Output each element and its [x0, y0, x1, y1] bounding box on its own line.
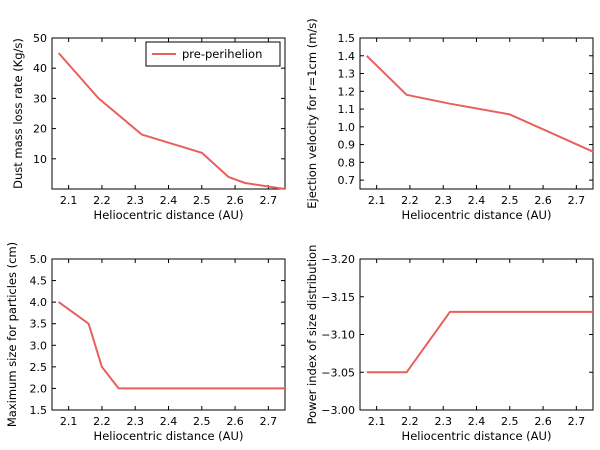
legend: pre-perihelion	[145, 41, 281, 67]
y-axis-label: Dust mass loss rate (Kg/s)	[11, 38, 25, 189]
y-tick-label: 20	[33, 123, 47, 136]
x-tick-label: 2.3	[434, 194, 452, 207]
y-tick-label: 1.5	[30, 404, 48, 417]
chart-panel-top-right: 2.1 2.2 2.3 2.4 2.5 2.6 2.7 0.7 0.8 0.9 1.0 1.1 1.2 1…	[305, 18, 594, 222]
y-tick-label: 4.0	[30, 296, 48, 309]
chart-panel-top-left: 2.1 2.2 2.3 2.4 2.5 2.6 2.7 10 20 30 40 50 Heliocent…	[11, 32, 286, 222]
y-tick-label: 4.5	[30, 275, 48, 288]
x-tick-label: 2.4	[160, 194, 178, 207]
x-axis-label: Heliocentric distance (AU)	[402, 208, 552, 222]
y-tick-label: 1.1	[338, 103, 356, 116]
y-tick-label: 3.5	[30, 318, 48, 331]
x-tick-label: 2.2	[401, 415, 419, 428]
x-axis-label: Heliocentric distance (AU)	[94, 429, 244, 443]
x-tick-label: 2.4	[160, 415, 178, 428]
y-tick-label: 1.2	[338, 85, 356, 98]
y-tick-label: 1.4	[338, 50, 356, 63]
series-line-pre-perihelion	[57, 52, 286, 190]
x-axis-label: Heliocentric distance (AU)	[94, 208, 244, 222]
y-tick-label: 2.0	[30, 382, 48, 395]
legend-label: pre-perihelion	[182, 47, 262, 61]
x-tick-label: 2.4	[468, 194, 486, 207]
x-tick-label: 2.1	[60, 415, 78, 428]
x-tick-label: 2.4	[468, 415, 486, 428]
x-tick-label: 2.6	[226, 415, 244, 428]
x-tick-label: 2.5	[193, 415, 211, 428]
y-tick-label: −3.05	[321, 366, 355, 379]
x-tick-label: 2.6	[534, 194, 552, 207]
plot-frame	[359, 258, 594, 411]
y-tick-label: 10	[33, 153, 47, 166]
x-tick-label: 2.7	[568, 415, 586, 428]
plot-frame	[51, 258, 286, 411]
series-line-pre-perihelion	[366, 55, 594, 153]
x-tick-label: 2.7	[260, 415, 278, 428]
x-tick-label: 2.7	[260, 194, 278, 207]
y-tick-label: −3.15	[321, 291, 355, 304]
plot-frame	[359, 37, 594, 190]
x-tick-label: 2.7	[568, 194, 586, 207]
y-tick-label: 1.0	[338, 121, 356, 134]
x-tick-label: 2.3	[126, 194, 144, 207]
x-axis-label: Heliocentric distance (AU)	[402, 429, 552, 443]
y-axis-label: Maximum size for particles (cm)	[5, 242, 19, 427]
x-tick-label: 2.5	[501, 194, 519, 207]
y-axis-label: Ejection velocity for r=1cm (m/s)	[305, 18, 319, 209]
chart-panel-bottom-right: 2.1 2.2 2.3 2.4 2.5 2.6 2.7 −3.20 −3.15 −3.10 −3.0…	[305, 245, 594, 443]
x-tick-label: 2.6	[226, 194, 244, 207]
series-line-pre-perihelion	[58, 301, 285, 390]
x-tick-label: 2.3	[126, 415, 144, 428]
y-tick-label: −3.10	[321, 329, 355, 342]
y-tick-label: −3.20	[321, 253, 355, 266]
y-tick-label: 3.0	[30, 339, 48, 352]
y-tick-label: 5.0	[30, 253, 48, 266]
y-tick-label: 0.8	[338, 156, 356, 169]
chart-panel-bottom-left: 2.1 2.2 2.3 2.4 2.5 2.6 2.7 1.5 2.0 2.5 3.0 3.5 4.0 4…	[5, 242, 286, 443]
x-tick-label: 2.3	[434, 415, 452, 428]
y-tick-label: 40	[33, 62, 47, 75]
y-tick-label: 2.5	[30, 361, 48, 374]
x-tick-label: 2.1	[60, 194, 78, 207]
y-tick-label: 0.7	[338, 174, 356, 187]
x-tick-label: 2.2	[401, 194, 419, 207]
x-tick-label: 2.2	[93, 194, 111, 207]
y-tick-label: 0.9	[338, 139, 356, 152]
y-tick-label: 30	[33, 92, 47, 105]
x-tick-label: 2.1	[368, 194, 386, 207]
y-axis-label: Power index of size distribution	[305, 245, 319, 425]
series-line-pre-perihelion	[366, 310, 593, 374]
y-tick-label: 1.5	[338, 32, 356, 45]
y-tick-label: 50	[33, 32, 47, 45]
y-tick-label: 1.3	[338, 68, 356, 81]
x-tick-label: 2.6	[534, 415, 552, 428]
x-tick-label: 2.5	[501, 415, 519, 428]
x-tick-label: 2.2	[93, 415, 111, 428]
x-tick-label: 2.5	[193, 194, 211, 207]
y-tick-label: −3.00	[321, 404, 355, 417]
x-tick-label: 2.1	[368, 415, 386, 428]
